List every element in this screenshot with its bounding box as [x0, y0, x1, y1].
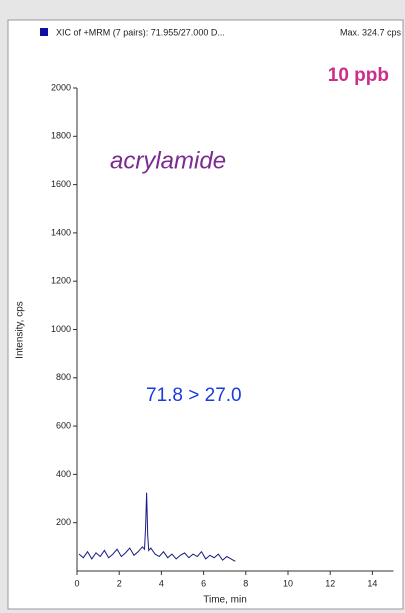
x-axis-label: Time, min: [203, 595, 247, 606]
y-axis-label: Intensity, cps: [15, 301, 26, 359]
x-tick-label: 0: [74, 578, 79, 588]
x-tick-label: 12: [325, 578, 335, 588]
y-tick-label: 1200: [51, 276, 71, 286]
x-tick-label: 6: [201, 578, 206, 588]
y-tick-label: 1600: [51, 179, 71, 189]
y-tick-label: 1000: [51, 324, 71, 334]
y-tick-label: 200: [56, 517, 71, 527]
y-tick-label: 400: [56, 469, 71, 479]
y-tick-label: 2000: [51, 82, 71, 92]
x-tick-label: 2: [117, 578, 122, 588]
line: [78, 492, 236, 562]
annotation: acrylamide: [110, 147, 226, 174]
chart-title: XIC of +MRM (7 pairs): 71.955/27.000 D..…: [56, 27, 225, 37]
x-tick-label: 14: [367, 578, 377, 588]
x-tick-label: 8: [243, 578, 248, 588]
y-tick-label: 600: [56, 420, 71, 430]
y-tick-label: 1400: [51, 227, 71, 237]
annotation: 10 ppb: [328, 65, 389, 86]
y-tick-label: 1800: [51, 131, 71, 141]
x-tick-label: 4: [159, 578, 164, 588]
max-label: Max. 324.7 cps: [340, 27, 402, 37]
y-tick-label: 800: [56, 372, 71, 382]
legend-swatch: [40, 28, 48, 36]
panel: [7, 19, 404, 610]
annotation: 71.8 > 27.0: [146, 385, 242, 406]
x-tick-label: 10: [283, 578, 293, 588]
